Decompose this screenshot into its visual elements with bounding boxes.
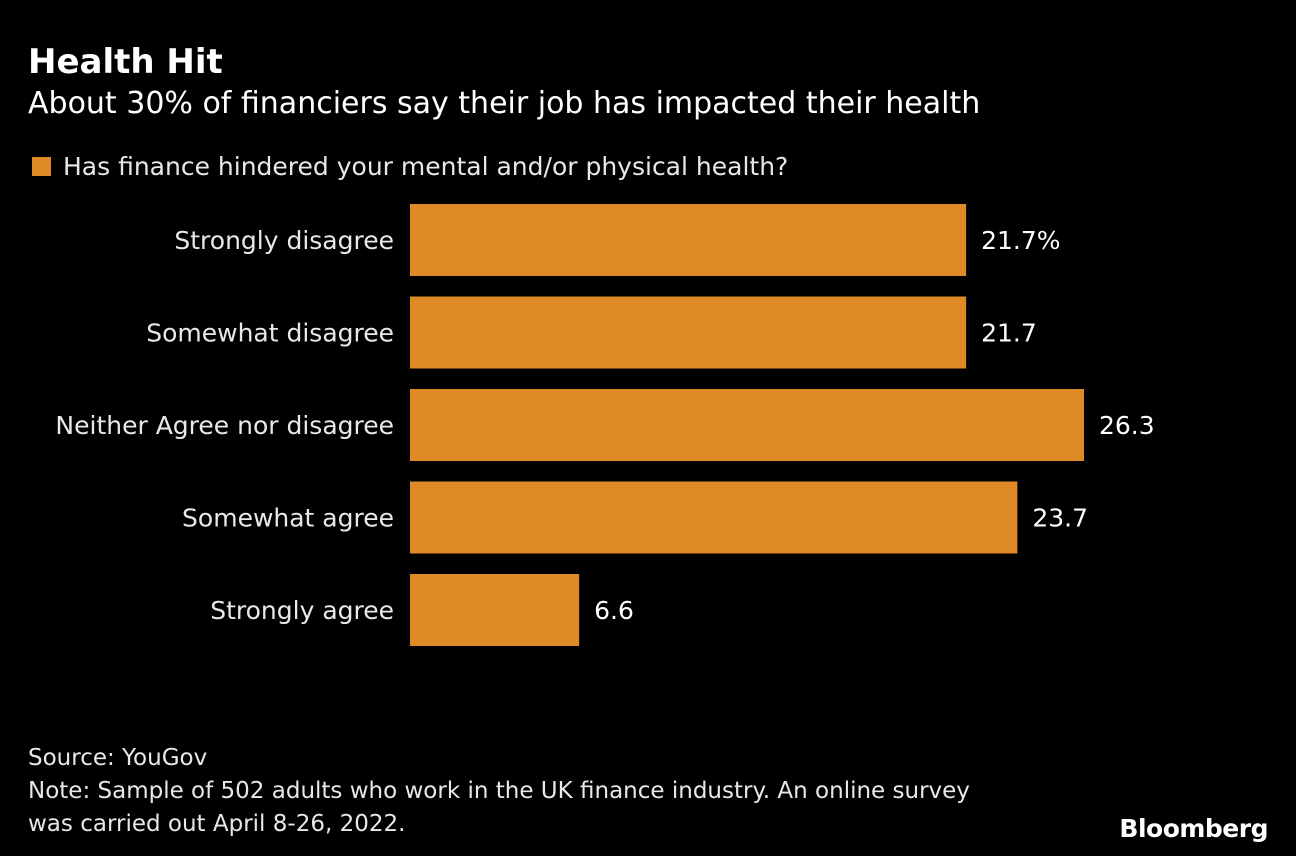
bar (410, 296, 967, 369)
legend: Has finance hindered your mental and/or … (32, 152, 788, 181)
value-label: 23.7 (1032, 504, 1088, 533)
value-label: 6.6 (594, 596, 634, 625)
category-label: Somewhat disagree (146, 319, 394, 348)
value-label: 21.7% (981, 226, 1060, 255)
category-label: Neither Agree nor disagree (55, 411, 394, 440)
bar (410, 574, 580, 646)
bar (410, 389, 1084, 461)
footnote: Source: YouGov Note: Sample of 502 adult… (28, 742, 970, 841)
note-line-2: was carried out April 8-26, 2022. (28, 811, 406, 837)
bar (410, 481, 1018, 554)
bloomberg-logo: Bloomberg (1119, 814, 1268, 843)
category-label: Strongly disagree (174, 226, 394, 255)
value-label: 26.3 (1099, 411, 1155, 440)
note-line-1: Note: Sample of 502 adults who work in t… (28, 778, 970, 804)
legend-swatch (32, 157, 51, 176)
legend-label: Has finance hindered your mental and/or … (63, 152, 789, 181)
category-label: Strongly agree (210, 596, 394, 625)
chart-title: Health Hit (28, 42, 223, 82)
source-text: Source: YouGov (28, 745, 208, 771)
chart-subtitle: About 30% of financiers say their job ha… (28, 86, 981, 121)
value-label: 21.7 (981, 319, 1037, 348)
category-label: Somewhat agree (182, 504, 394, 533)
bar (410, 204, 967, 276)
